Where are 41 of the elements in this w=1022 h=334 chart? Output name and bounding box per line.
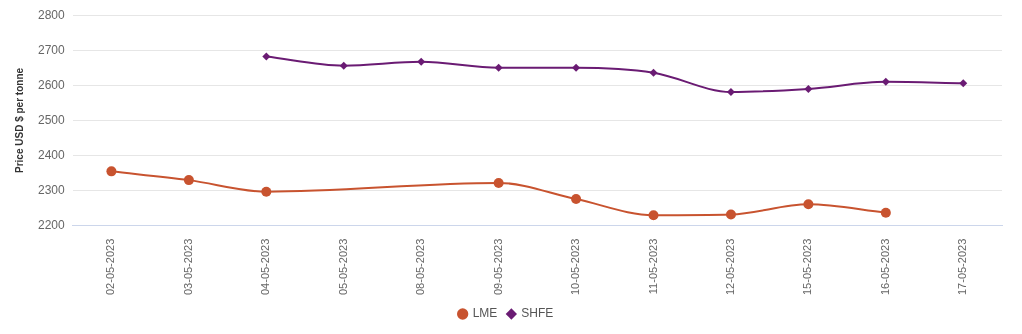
point	[725, 209, 736, 220]
point	[959, 79, 968, 88]
y-axis-title: Price USD $ per tonne	[13, 67, 25, 173]
point	[804, 84, 813, 93]
x-tick-label: 10-05-2023	[569, 238, 582, 296]
point	[417, 57, 426, 66]
x-tick-label: 05-05-2023	[336, 238, 349, 296]
x-tick-label: 02-05-2023	[104, 238, 117, 296]
point	[262, 52, 271, 61]
legend-label: LME	[472, 306, 498, 321]
y-tick-label: 2200	[37, 218, 66, 233]
y-tick-label: 2500	[37, 112, 66, 127]
point	[571, 194, 582, 205]
point	[572, 63, 581, 72]
y-tick-label: 2600	[37, 77, 66, 92]
y-tick-label: 2800	[37, 7, 66, 22]
x-tick-label: 12-05-2023	[723, 238, 736, 296]
point	[183, 175, 194, 186]
x-tick-label: 15-05-2023	[801, 238, 814, 296]
point	[339, 61, 348, 70]
x-tick-label: 16-05-2023	[878, 238, 891, 296]
x-tick-label: 11-05-2023	[646, 238, 659, 295]
point	[881, 77, 890, 86]
x-tick-label: 08-05-2023	[414, 238, 427, 296]
y-tick-label: 2400	[37, 147, 66, 162]
point	[726, 88, 735, 97]
point	[648, 210, 659, 221]
point	[261, 186, 272, 197]
x-tick-label: 09-05-2023	[491, 238, 504, 296]
x-tick-label: 04-05-2023	[259, 238, 272, 296]
point	[803, 199, 814, 210]
point	[493, 177, 504, 188]
x-tick-label: 03-05-2023	[181, 238, 194, 296]
point	[494, 63, 503, 72]
y-tick-label: 2300	[37, 182, 66, 197]
point	[880, 207, 891, 218]
point	[649, 68, 658, 77]
legend-label: SHFE	[521, 306, 554, 321]
y-tick-label: 2700	[37, 42, 66, 57]
point	[106, 166, 117, 177]
x-tick-label: 17-05-2023	[956, 238, 969, 296]
